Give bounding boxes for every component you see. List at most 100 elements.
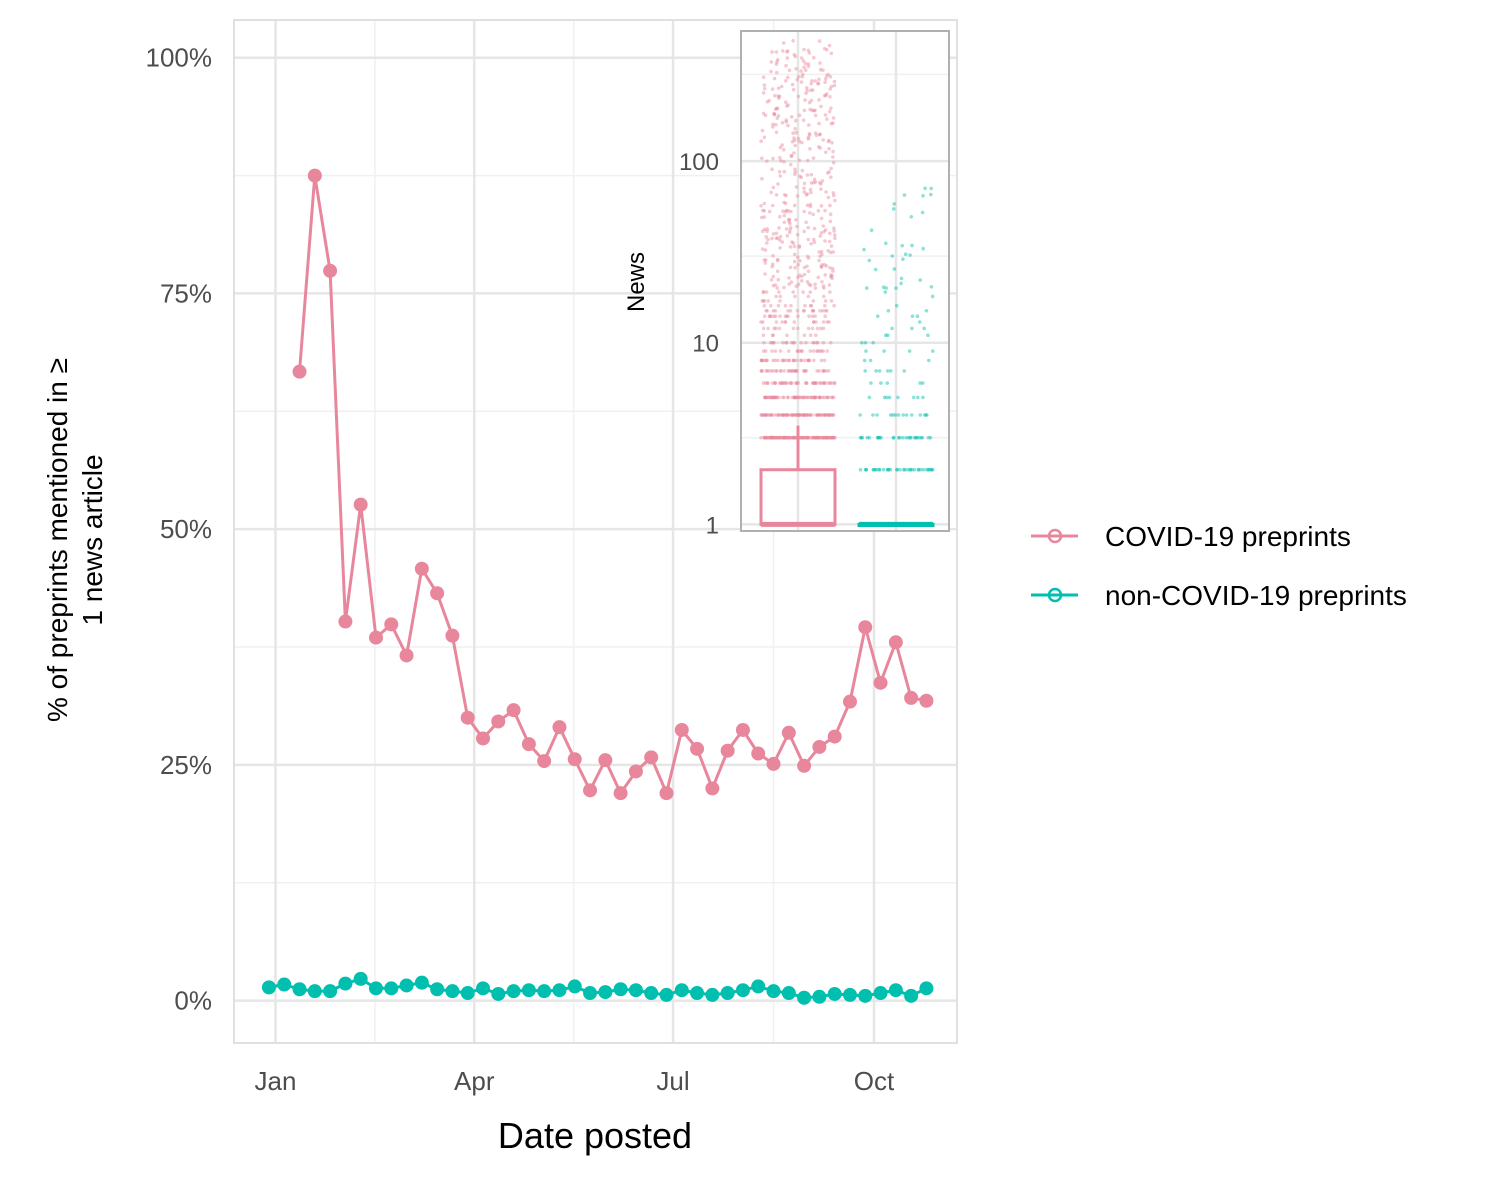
inset-outlier-point bbox=[808, 202, 813, 207]
data-point bbox=[904, 988, 919, 1003]
data-point bbox=[323, 984, 338, 999]
inset-outlier-point bbox=[786, 413, 790, 417]
inset-y-tick-label: 1 bbox=[706, 512, 719, 539]
inset-outlier-point bbox=[829, 413, 834, 417]
inset-outlier-point bbox=[768, 435, 773, 440]
inset-outlier-point bbox=[777, 413, 782, 417]
inset-outlier-point bbox=[771, 395, 775, 400]
inset-outlier-point bbox=[913, 435, 917, 440]
inset-outlier-point bbox=[783, 435, 788, 440]
inset-outlier-point bbox=[827, 170, 831, 174]
inset-outlier-point bbox=[830, 413, 834, 417]
inset-outlier-point bbox=[772, 314, 776, 319]
data-point bbox=[842, 694, 857, 709]
inset-outlier-point bbox=[830, 141, 834, 145]
inset-outlier-point bbox=[826, 195, 831, 200]
inset-outlier-point bbox=[760, 229, 765, 233]
data-point bbox=[583, 783, 598, 798]
inset-outlier-point bbox=[814, 413, 818, 417]
data-point bbox=[797, 758, 812, 773]
inset-outlier-point bbox=[767, 369, 771, 373]
inset-outlier-point bbox=[823, 77, 828, 81]
data-point bbox=[766, 756, 781, 771]
inset-outlier-point bbox=[799, 349, 804, 353]
inset-outlier-point bbox=[829, 340, 833, 345]
inset-outlier-point bbox=[793, 118, 798, 123]
data-point bbox=[521, 983, 536, 998]
inset-outlier-point bbox=[830, 276, 834, 281]
inset-outlier-point bbox=[796, 282, 801, 287]
inset-outlier-point bbox=[801, 72, 805, 77]
data-point bbox=[674, 983, 689, 998]
inset-outlier-point bbox=[767, 209, 772, 214]
inset-outlier-point bbox=[812, 226, 817, 231]
inset-outlier-point bbox=[804, 435, 808, 440]
inset-outlier-point bbox=[827, 43, 832, 48]
inset-outlier-point bbox=[761, 75, 766, 80]
inset-outlier-point bbox=[885, 395, 889, 400]
inset-outlier-point bbox=[881, 467, 886, 472]
inset-outlier-point bbox=[784, 120, 789, 124]
inset-outlier-point bbox=[806, 435, 810, 440]
inset-outlier-point bbox=[773, 435, 777, 440]
inset-outlier-point bbox=[811, 435, 815, 440]
inset-outlier-point bbox=[886, 467, 891, 472]
inset-outlier-point bbox=[808, 413, 813, 417]
inset-outlier-point bbox=[799, 69, 803, 73]
inset-outlier-point bbox=[817, 258, 821, 263]
inset-outlier-point bbox=[782, 169, 787, 174]
inset-outlier-point bbox=[788, 265, 793, 270]
inset-outlier-point bbox=[824, 413, 829, 417]
inset-outlier-point bbox=[778, 174, 783, 178]
inset-outlier-point bbox=[778, 349, 783, 353]
inset-outlier-point bbox=[780, 381, 784, 385]
inset-outlier-point bbox=[762, 314, 767, 319]
inset-outlier-point bbox=[759, 358, 763, 363]
inset-outlier-point bbox=[828, 290, 832, 294]
inset-outlier-point bbox=[799, 175, 803, 180]
inset-outlier-point bbox=[929, 467, 933, 472]
inset-outlier-point bbox=[789, 209, 793, 214]
inset-outlier-point bbox=[774, 236, 779, 240]
inset-outlier-point bbox=[882, 395, 887, 400]
inset-outlier-point bbox=[826, 435, 830, 440]
inset-outlier-point bbox=[818, 180, 822, 185]
inset-outlier-point bbox=[782, 358, 786, 363]
x-axis-ticks: Jan Apr Jul Oct bbox=[255, 1066, 895, 1096]
inset-outlier-point bbox=[767, 98, 771, 103]
inset-outlier-point bbox=[801, 118, 806, 122]
inset-boxes bbox=[759, 425, 935, 527]
inset-outlier-point bbox=[902, 467, 906, 472]
inset-outlier-point bbox=[898, 467, 902, 472]
inset-outlier-point bbox=[910, 413, 914, 417]
inset-outlier-point bbox=[806, 62, 811, 66]
inset-y-tick-label: 10 bbox=[692, 331, 719, 358]
inset-outlier-point bbox=[772, 112, 777, 116]
inset-outlier-point bbox=[795, 413, 799, 417]
inset-outlier-point bbox=[770, 236, 774, 241]
data-point bbox=[384, 981, 399, 996]
inset-outlier-point bbox=[773, 283, 778, 287]
inset-outlier-point bbox=[858, 467, 863, 472]
inset-outlier-point bbox=[813, 381, 817, 385]
inset-outlier-point bbox=[811, 320, 816, 324]
inset-outlier-point bbox=[760, 299, 765, 303]
inset-outlier-point bbox=[865, 435, 870, 440]
inset-outlier-point bbox=[795, 369, 799, 373]
inset-outlier-point bbox=[918, 381, 922, 385]
inset-outlier-point bbox=[805, 395, 810, 400]
inset-outlier-point bbox=[776, 257, 780, 262]
inset-outlier-point bbox=[899, 276, 904, 281]
inset-outlier-point bbox=[760, 413, 765, 417]
inset-outlier-point bbox=[794, 130, 799, 135]
inset-outlier-point bbox=[900, 435, 905, 440]
inset-outlier-point bbox=[793, 54, 798, 59]
inset-outlier-point bbox=[802, 413, 806, 417]
inset-outlier-point bbox=[797, 413, 802, 417]
inset-outlier-point bbox=[795, 77, 799, 82]
inset-outlier-point bbox=[814, 133, 819, 137]
inset-outlier-point bbox=[799, 56, 804, 60]
inset-outlier-point bbox=[771, 340, 776, 345]
inset-outlier-point bbox=[785, 56, 790, 60]
inset-outlier-point bbox=[791, 435, 795, 440]
